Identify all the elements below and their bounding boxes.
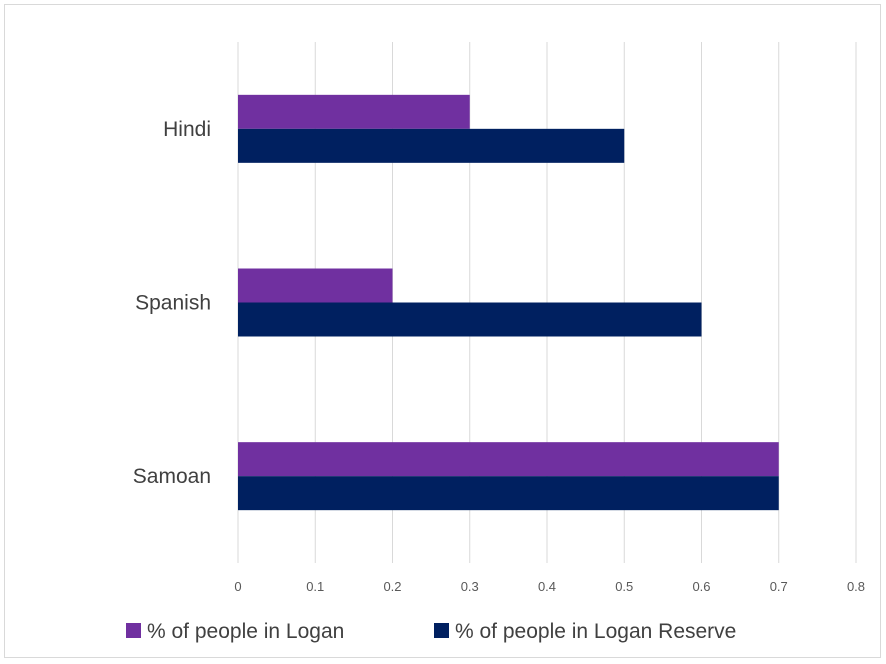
bar-spanish-series-1 (238, 268, 393, 303)
x-tick-label: 0.7 (770, 579, 788, 594)
x-tick-label: 0.6 (692, 579, 710, 594)
x-tick-label: 0.1 (306, 579, 324, 594)
legend-swatch-2 (434, 623, 449, 638)
category-label: Hindi (163, 118, 211, 141)
bar-hindi-series-2 (238, 128, 625, 163)
x-tick-label: 0.3 (461, 579, 479, 594)
bars (238, 94, 779, 511)
x-axis-tick-labels: 0 0.1 0.2 0.3 0.4 0.5 0.6 0.7 0.8 (234, 579, 865, 594)
legend: % of people in Logan % of people in Logan… (126, 620, 736, 643)
bar-samoan-series-1 (238, 442, 779, 477)
x-tick-label: 0.2 (383, 579, 401, 594)
bar-spanish-series-2 (238, 302, 702, 337)
legend-label-1: % of people in Logan (147, 620, 344, 643)
x-tick-label: 0.5 (615, 579, 633, 594)
x-tick-label: 0.4 (538, 579, 556, 594)
category-label: Samoan (133, 465, 211, 488)
x-tick-label: 0 (234, 579, 241, 594)
bar-hindi-series-1 (238, 94, 470, 129)
category-label: Spanish (135, 292, 211, 315)
bar-samoan-series-2 (238, 476, 779, 511)
category-labels: Samoan Spanish Hindi (133, 118, 211, 488)
legend-swatch-1 (126, 623, 141, 638)
legend-label-2: % of people in Logan Reserve (455, 620, 736, 643)
x-tick-label: 0.8 (847, 579, 865, 594)
